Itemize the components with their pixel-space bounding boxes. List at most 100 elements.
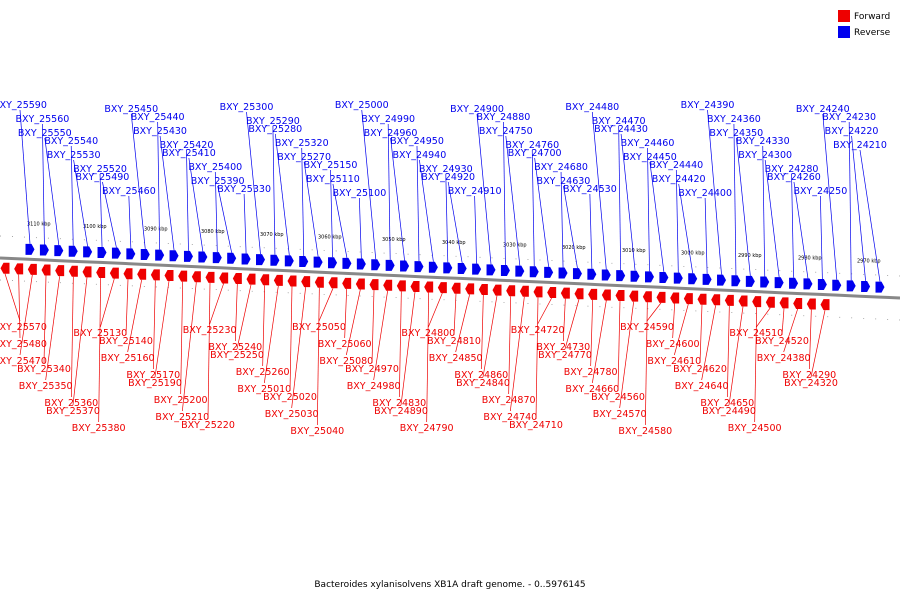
gene-leader	[70, 276, 74, 398]
gene-label: BXY_25480	[0, 339, 47, 350]
gene-arrow	[39, 244, 49, 256]
gene-label: BXY_24630	[537, 176, 591, 187]
gene-label: BXY_24730	[536, 342, 590, 353]
gene-leader	[851, 135, 866, 282]
gene-leader	[426, 292, 430, 423]
gene-leader	[390, 137, 405, 261]
gene-arrow	[385, 259, 395, 271]
gene-arrow	[396, 280, 406, 292]
tick-label: 3070 kbp	[260, 232, 284, 238]
gene-label: BXY_24810	[427, 336, 481, 347]
gene-leader	[672, 303, 676, 339]
gene-label: BXY_25050	[292, 322, 346, 333]
gene-leader	[675, 169, 679, 273]
gene-arrow	[355, 278, 365, 290]
gene-leader	[4, 273, 21, 322]
gene-leader	[19, 274, 33, 356]
gene-label: BXY_25370	[46, 406, 100, 417]
gene-leader	[820, 195, 823, 280]
gene-label: BXY_24680	[534, 162, 588, 173]
gene-label: BXY_25160	[101, 353, 155, 364]
gene-leader	[345, 289, 361, 356]
gene-leader	[474, 195, 477, 264]
gene-arrow	[301, 276, 311, 288]
legend-label-reverse: Reverse	[854, 28, 891, 38]
gene-leader	[217, 185, 233, 253]
gene-arrow	[260, 274, 270, 286]
gene-leader	[591, 300, 607, 384]
gene-label: BXY_24640	[675, 381, 729, 392]
gene-label: BXY_24380	[757, 353, 811, 364]
gene-leader	[482, 295, 498, 378]
gene-label: BXY_24890	[374, 406, 428, 417]
gene-label: BXY_25560	[16, 114, 70, 125]
gene-arrow	[14, 263, 24, 275]
gene-leader	[480, 294, 484, 370]
gene-leader	[859, 149, 881, 282]
gene-label: BXY_25350	[19, 381, 73, 392]
tick-label: 2980 kbp	[798, 256, 822, 262]
gene-leader	[42, 123, 45, 245]
gene-leader	[19, 109, 31, 244]
gene-leader	[617, 301, 621, 392]
gene-arrow	[500, 264, 510, 276]
gene-leader	[508, 296, 512, 395]
gene-label: BXY_25000	[335, 100, 389, 111]
gene-leader	[620, 133, 636, 271]
gene-arrow	[587, 268, 597, 280]
gene-arrow	[410, 280, 420, 292]
gene-label: BXY_24970	[345, 364, 399, 375]
gene-leader	[589, 193, 593, 269]
gene-arrow	[232, 273, 242, 285]
gene-leader	[644, 302, 648, 426]
gene-leader	[591, 111, 607, 270]
gene-leader	[73, 159, 88, 247]
gene-arrow	[702, 273, 712, 285]
gene-label: BXY_24710	[509, 420, 563, 431]
gene-leader	[419, 159, 434, 262]
gene-arrow	[96, 266, 106, 278]
gene-arrow	[191, 271, 201, 283]
gene-leader	[762, 145, 766, 277]
gene-arrow	[492, 284, 502, 296]
gene-label: BXY_24620	[673, 364, 727, 375]
gene-arrow	[547, 287, 557, 299]
gene-label: BXY_24290	[782, 370, 836, 381]
gene-label: BXY_24760	[505, 140, 559, 151]
gene-arrow	[731, 275, 741, 287]
gene-label: BXY_25530	[47, 150, 101, 161]
gene-label: BXY_24250	[793, 186, 847, 197]
gene-leader	[234, 284, 238, 342]
gene-arrow	[342, 257, 352, 269]
gene-label: BXY_24420	[652, 174, 706, 185]
gene-arrow	[711, 294, 721, 306]
kbp-ticks: 3110 kbp 3100 kbp 3090 kbp 3080 kbp 3070 kbp…	[27, 221, 881, 264]
gene-label: BXY_25280	[248, 124, 302, 135]
gene-label: BXY_24360	[707, 114, 761, 125]
gene-arrow	[683, 293, 693, 305]
tick-label: 3090 kbp	[144, 227, 168, 233]
gene-label: BXY_24350	[709, 128, 763, 139]
tick-label: 3080 kbp	[201, 229, 225, 235]
gene-label: BXY_24590	[620, 322, 674, 333]
gene-leader	[699, 304, 703, 364]
gene-label: BXY_24660	[565, 384, 619, 395]
gene-arrow	[219, 272, 229, 284]
gene-label: BXY_25360	[44, 398, 98, 409]
gene-leader	[733, 123, 737, 276]
gene-arrow	[478, 283, 488, 295]
gene-label: BXY_24740	[483, 412, 537, 423]
gene-leader	[673, 303, 689, 356]
gene-label: BXY_25410	[162, 148, 216, 159]
gene-arrow	[273, 274, 283, 286]
gene-leader	[127, 279, 143, 353]
gene-label: BXY_24720	[511, 325, 565, 336]
gene-leader	[503, 121, 506, 265]
gene-leader	[781, 308, 785, 336]
gene-leader	[400, 291, 416, 406]
gene-arrow	[227, 252, 237, 264]
gene-arrow	[506, 285, 516, 297]
gene-leader	[808, 309, 812, 370]
gene-leader	[303, 161, 319, 257]
gene-arrow	[414, 261, 424, 273]
